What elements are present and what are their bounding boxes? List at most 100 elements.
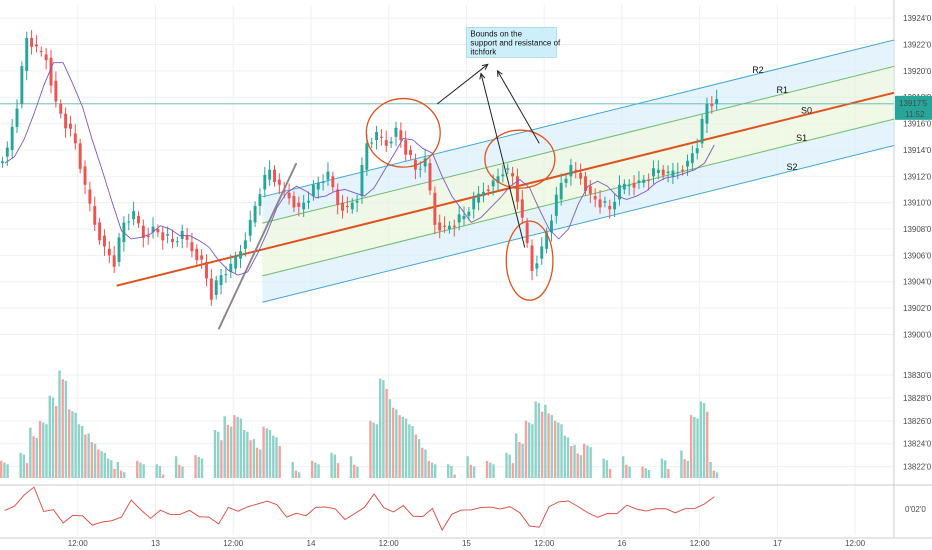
annotation-arrow [480,73,526,248]
volume-bar [683,459,686,478]
volume-bar [450,466,453,478]
volume-tick-label: 13826'0 [903,417,932,426]
candle-body [341,202,344,211]
candle-body [258,194,262,206]
candle-body [472,197,476,210]
candle-body [234,256,238,269]
annotation-arrowhead [481,63,489,70]
volume-bar [272,435,275,478]
volume-bar [660,458,664,478]
volume-bar [80,426,84,478]
volume-bar [696,418,699,478]
candle-body [151,226,155,233]
volume-bar [310,460,314,478]
candle-body [686,160,689,167]
candle-body [452,225,456,228]
volume-bar [430,462,434,478]
volume-bar [158,466,162,478]
indicator-layer [4,486,715,532]
candle-body [481,191,485,197]
candle-body [214,280,218,295]
time-tick-label: 12:00 [534,539,555,548]
volume-bar [466,456,469,478]
volume-bar [511,463,515,478]
volume-bar [398,415,401,478]
volume-bar [583,443,586,478]
volume-bar [579,455,583,478]
candle-body [68,123,72,129]
candle-body [486,189,490,191]
volume-bar [275,437,278,478]
volume-bar [391,407,395,478]
volume-bar [58,370,61,478]
volume-bar [242,430,246,478]
volume-bar [294,470,298,478]
candle-body [593,196,597,200]
candle-body [588,186,592,194]
pitchfork-level-line [262,144,895,303]
indicator-tick-label: 0'02'0 [905,505,926,514]
volume-bar [252,439,256,478]
candle-body [345,205,349,207]
volume-bar [142,464,145,478]
volume-bar [97,449,100,478]
volume-bar [84,434,87,478]
volume-bar [226,424,230,478]
candle-body [331,176,335,188]
candle-body [418,168,422,170]
volume-bar [123,472,126,478]
volume-bar [453,474,456,478]
pitchfork-level-label: R1 [776,85,788,95]
candle-body [190,242,194,252]
candle-body [127,221,131,223]
candle-body [171,238,174,243]
volume-bar [524,420,528,478]
candle-body [681,169,685,172]
time-tick-label: 13 [151,539,160,548]
volume-bar [489,462,492,478]
volume-bar [106,458,110,478]
highlight-ellipse [505,220,554,301]
volume-bar [401,416,405,478]
candle-body [574,169,578,171]
annotation-arrowhead [496,69,503,77]
volume-bar [155,464,158,478]
volume-bar [174,456,178,478]
candle-body [515,176,519,202]
volume-bar [136,460,139,478]
candle-body [384,140,388,146]
volume-bar [116,462,120,478]
annotation-note-line: support and resistance of [470,38,561,47]
indicator-line [4,486,715,532]
volume-bar [178,464,181,478]
candle-body [627,185,631,187]
volume-bar [268,430,272,478]
candle-body [375,132,379,141]
candle-body [98,222,102,241]
candle-body [88,189,92,204]
candle-body [107,248,111,256]
candle-body [389,141,393,144]
candle-body [506,168,510,170]
candle-body [656,169,660,174]
candle-body [355,200,359,203]
current-price-tag [895,95,932,120]
candle-body [180,230,184,239]
volume-bar [531,424,534,478]
candle-body [132,211,136,220]
volume-bar [573,444,576,478]
candle-body [20,66,24,104]
volume-bar [249,440,252,478]
pitchfork-zone [262,92,894,276]
candle-body [10,126,14,150]
volume-bar [119,470,123,478]
candle-body [287,192,291,199]
price-tick-label: 13902'0 [903,304,932,313]
volume-bar [518,442,521,478]
candle-body [39,51,43,53]
volume-bar [278,446,281,478]
candle-body [224,274,228,276]
time-tick-label: 16 [617,539,626,548]
candle-body [613,201,617,210]
candle-body [311,184,315,197]
